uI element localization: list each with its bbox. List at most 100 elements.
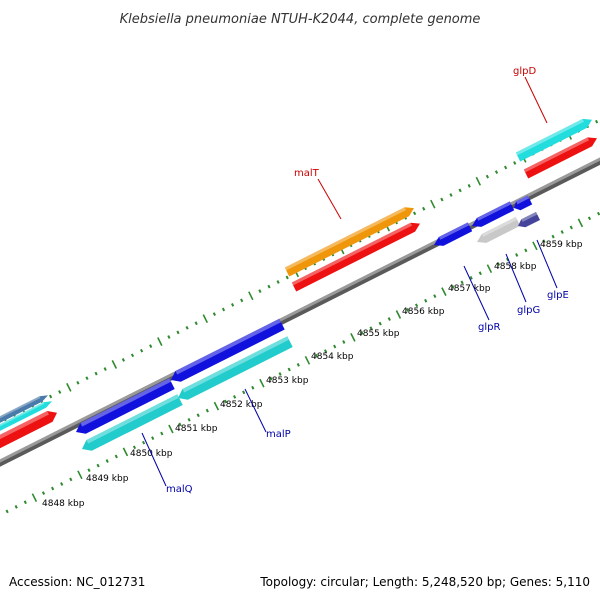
feature-glpG-gray[interactable] bbox=[477, 216, 521, 243]
feature-glpE-navy[interactable] bbox=[518, 211, 540, 228]
inner-tick-track bbox=[5, 211, 600, 514]
feature-left-steel-body bbox=[0, 395, 48, 423]
inner-tick bbox=[132, 445, 137, 450]
feature-glpD-red-highlight bbox=[523, 137, 589, 173]
outer-tick bbox=[76, 380, 80, 385]
inner-tick bbox=[597, 211, 600, 216]
inner-tick bbox=[251, 385, 255, 390]
gene-label-glpE[interactable]: glpE bbox=[547, 290, 569, 301]
feature-glpG-highlight bbox=[476, 201, 512, 221]
outer-tick bbox=[240, 298, 244, 303]
feature-glpR-highlight bbox=[438, 222, 470, 240]
inner-tick bbox=[142, 440, 146, 445]
scale-label-4859: 4859 kbp bbox=[540, 240, 583, 250]
outer-tick bbox=[494, 170, 499, 174]
inner-tick bbox=[14, 504, 18, 509]
gene-label-malT[interactable]: malT bbox=[294, 168, 320, 179]
feature-left-red-highlight bbox=[0, 411, 49, 440]
outer-tick bbox=[430, 199, 436, 209]
feature-glpG-gray-highlight bbox=[481, 216, 518, 237]
feature-malQ[interactable] bbox=[76, 378, 175, 434]
feature-glpR[interactable] bbox=[434, 222, 473, 246]
outer-tick bbox=[58, 390, 62, 394]
feature-glpG[interactable] bbox=[472, 201, 515, 227]
outer-tick bbox=[422, 206, 426, 211]
feature-glpE[interactable] bbox=[514, 195, 533, 211]
inner-tick bbox=[324, 349, 328, 353]
outer-tick bbox=[467, 183, 471, 188]
feature-left-red[interactable] bbox=[0, 411, 57, 449]
inner-tick bbox=[187, 417, 191, 422]
scale-label-4851: 4851 kbp bbox=[175, 424, 218, 434]
feature-glpE-navy-body bbox=[518, 211, 540, 228]
outer-tick bbox=[94, 371, 98, 376]
feature-malT-red[interactable] bbox=[291, 222, 420, 292]
inner-tick bbox=[387, 317, 391, 321]
feature-glpG-body bbox=[472, 201, 515, 227]
outer-tick bbox=[413, 211, 417, 216]
inner-tick bbox=[424, 298, 428, 303]
gene-label-glpD[interactable]: glpD bbox=[513, 66, 536, 77]
gene-label-glpG[interactable]: glpG bbox=[517, 305, 540, 316]
feature-malP-cyan-highlight bbox=[182, 336, 289, 393]
feature-malQ-cyan[interactable] bbox=[82, 394, 183, 451]
outer-tick bbox=[140, 348, 144, 353]
connector-malQ bbox=[141, 432, 167, 487]
feature-glpD-body bbox=[515, 118, 592, 162]
accession-text: Accession: NC_012731 bbox=[9, 575, 145, 589]
outer-tick bbox=[49, 394, 53, 399]
inner-tick bbox=[296, 362, 300, 367]
inner-tick bbox=[433, 294, 437, 299]
feature-left-aqua[interactable] bbox=[0, 401, 52, 432]
inner-tick bbox=[41, 491, 46, 495]
inner-tick bbox=[369, 326, 373, 331]
inner-tick bbox=[233, 395, 237, 399]
gene-label-malP[interactable]: malP bbox=[266, 429, 291, 440]
inner-tick bbox=[5, 509, 9, 514]
outer-tick bbox=[231, 303, 235, 307]
outer-tick bbox=[85, 376, 89, 381]
outer-tick bbox=[221, 307, 226, 312]
feature-glpD-red[interactable] bbox=[523, 137, 597, 179]
inner-tick bbox=[569, 225, 573, 230]
outer-tick bbox=[485, 174, 490, 179]
gene-label-glpR[interactable]: glpR bbox=[478, 322, 500, 333]
scale-label-4857: 4857 kbp bbox=[448, 284, 491, 294]
gene-labels: malT glpD malQ malP glpR glpG glpE bbox=[166, 66, 569, 495]
inner-tick bbox=[333, 344, 337, 349]
outer-tick bbox=[111, 360, 118, 369]
scale-label-4848: 4848 kbp bbox=[42, 499, 85, 509]
feature-glpD-red-body bbox=[523, 137, 597, 179]
scale-label-4858: 4858 kbp bbox=[494, 262, 537, 272]
inner-tick bbox=[178, 422, 182, 427]
feature-malP-highlight bbox=[175, 318, 281, 375]
outer-tick bbox=[504, 165, 508, 170]
feature-malT[interactable] bbox=[284, 207, 414, 277]
inner-tick bbox=[395, 310, 402, 319]
inner-tick bbox=[69, 477, 73, 482]
feature-left-aqua-body bbox=[0, 401, 52, 431]
inner-tick bbox=[560, 230, 564, 234]
connector-malT bbox=[317, 178, 342, 220]
inner-tick bbox=[196, 413, 200, 418]
scale-label-4853: 4853 kbp bbox=[266, 376, 309, 386]
genome-summary-text: Topology: circular; Length: 5,248,520 bp… bbox=[259, 575, 590, 589]
feature-glpD[interactable] bbox=[515, 118, 592, 162]
feature-malP[interactable] bbox=[171, 318, 285, 382]
inner-tick bbox=[23, 500, 27, 505]
inner-tick bbox=[223, 399, 228, 404]
gene-label-malQ[interactable]: malQ bbox=[166, 484, 193, 495]
scale-label-4855: 4855 kbp bbox=[357, 329, 400, 339]
feature-left-steel-highlight bbox=[0, 396, 41, 419]
feature-left-aqua-highlight bbox=[0, 402, 45, 427]
outer-tick bbox=[130, 353, 135, 358]
feature-left-steel[interactable] bbox=[0, 395, 48, 424]
feature-layer bbox=[0, 118, 597, 451]
inner-tick bbox=[114, 454, 118, 459]
feature-malT-highlight bbox=[284, 207, 406, 271]
inner-tick bbox=[524, 248, 528, 253]
inner-tick bbox=[350, 333, 356, 342]
feature-malP-cyan[interactable] bbox=[178, 336, 293, 400]
feature-glpG-gray-body bbox=[477, 216, 521, 243]
